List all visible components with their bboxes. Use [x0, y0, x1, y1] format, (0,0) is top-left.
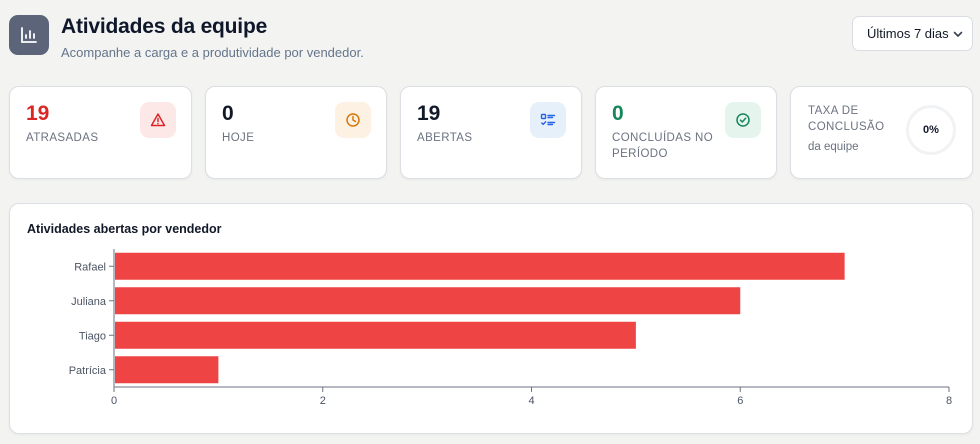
y-tick-label: Tiago: [79, 330, 106, 342]
y-tick-label: Rafael: [74, 261, 106, 273]
x-tick-label: 0: [111, 395, 117, 407]
bar-chart-icon: [9, 15, 49, 55]
x-tick-label: 2: [320, 395, 326, 407]
check-circle-icon: [725, 102, 761, 138]
bar-rafael: [115, 252, 845, 280]
completion-rate-value: 0%: [923, 124, 939, 136]
kpi-label: ABERTAS: [417, 132, 473, 144]
open-activities-chart-panel: Atividades abertas por vendedor Rafael Ju…: [9, 203, 973, 434]
clock-icon: [335, 102, 371, 138]
kpi-card-today: 0 HOJE: [205, 86, 387, 179]
bar-tiago: [115, 321, 636, 349]
x-tick-label: 6: [737, 395, 743, 407]
kpi-card-overdue: 19 ATRASADAS: [9, 86, 192, 179]
warning-icon: [140, 102, 176, 138]
bar-patrícia: [115, 356, 219, 384]
x-tick-label: 8: [946, 395, 952, 407]
kpi-label: HOJE: [222, 132, 255, 144]
y-tick-label: Juliana: [71, 296, 107, 308]
y-tick-label: Patrícia: [69, 365, 107, 377]
bar-juliana: [115, 287, 741, 315]
kpi-value: 19: [417, 102, 441, 125]
page-title: Atividades da equipe: [61, 15, 268, 38]
kpi-value: 19: [26, 102, 50, 125]
kpi-value: 0: [612, 102, 624, 125]
chart-title: Atividades abertas por vendedor: [27, 222, 222, 236]
completion-rate-label: TAXA DE CONCLUSÃO: [808, 105, 885, 133]
checklist-icon: [530, 102, 566, 138]
page-subtitle: Acompanhe a carga e a produtividade por …: [61, 45, 364, 60]
x-tick-label: 4: [528, 395, 534, 407]
completion-rate-sublabel: da equipe: [808, 141, 859, 153]
completion-rate-ring: 0%: [906, 105, 956, 155]
kpi-card-completion-rate: TAXA DE CONCLUSÃO da equipe 0%: [790, 86, 973, 179]
period-select[interactable]: Últimos 7 dias: [852, 16, 973, 51]
open-activities-bar-chart: Rafael Juliana Tiago Patrícia 0 2 4 6 8: [69, 249, 952, 407]
kpi-card-completed: 0 CONCLUÍDAS NO PERÍODO: [595, 86, 777, 179]
chevron-down-icon: [953, 31, 963, 37]
kpi-label: CONCLUÍDAS NO PERÍODO: [612, 132, 714, 160]
period-select-value: Últimos 7 dias: [867, 26, 949, 41]
kpi-label: ATRASADAS: [26, 132, 99, 144]
kpi-value: 0: [222, 102, 234, 125]
kpi-card-open: 19 ABERTAS: [400, 86, 582, 179]
